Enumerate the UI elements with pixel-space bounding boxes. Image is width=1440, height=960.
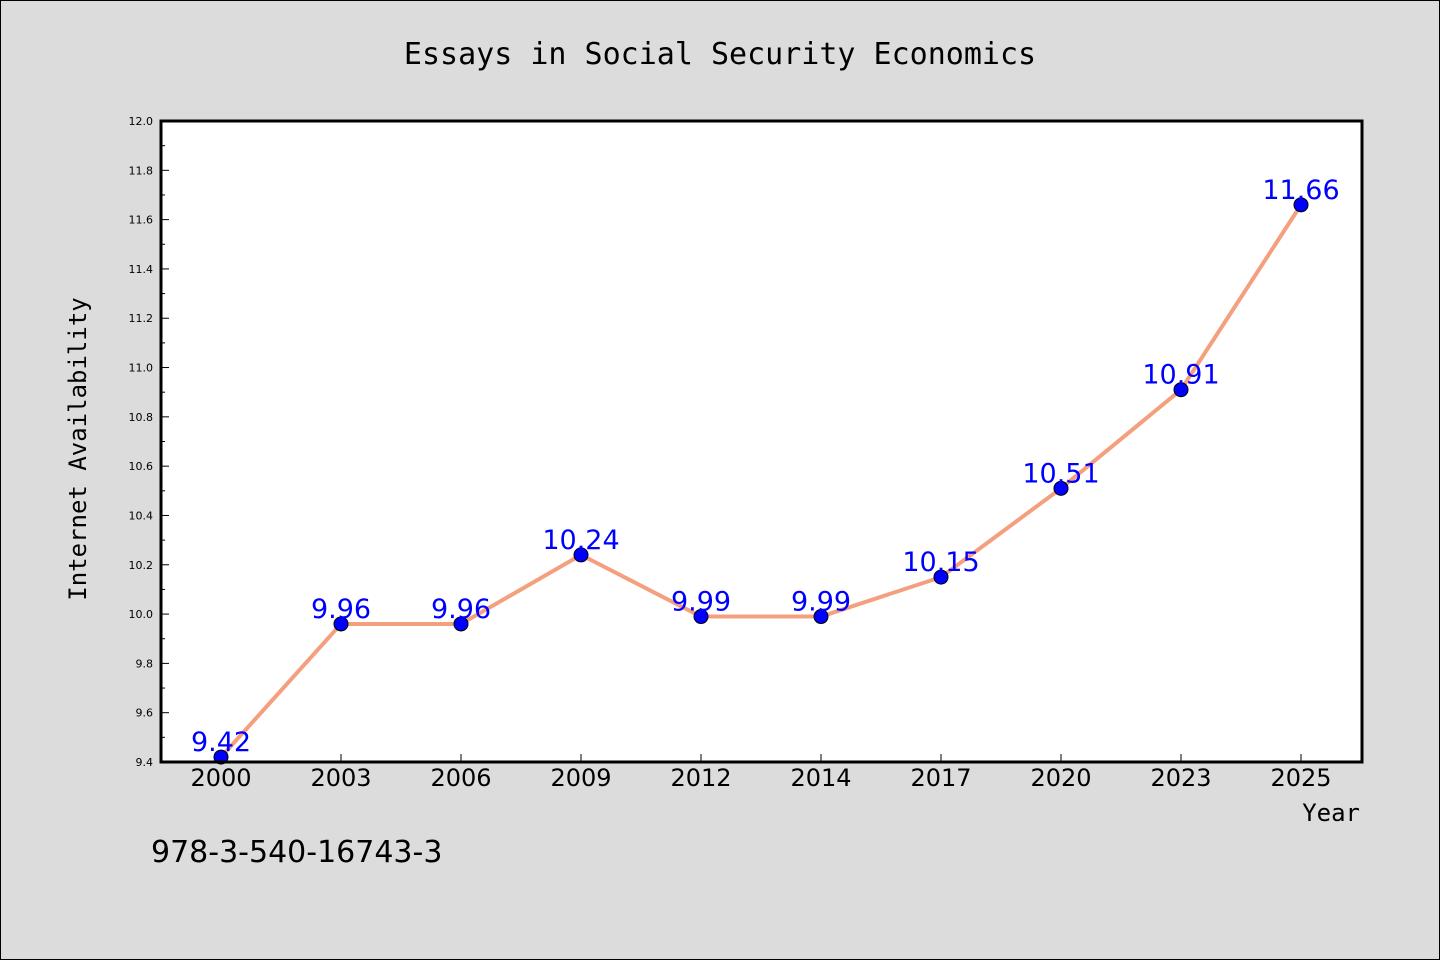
y-tick-label: 11.2 <box>129 312 154 325</box>
data-label: 9.99 <box>791 587 851 618</box>
data-point <box>813 609 829 625</box>
x-tick-label: 2006 <box>430 764 491 792</box>
data-label: 9.96 <box>311 594 371 625</box>
data-point <box>453 616 469 632</box>
data-label: 9.99 <box>671 587 731 618</box>
data-labels: 9.42 9.96 9.96 10.24 9.99 9.99 10.15 10.51 10.91… <box>191 175 1340 758</box>
y-tick-label: 10.4 <box>129 509 154 522</box>
x-tick-label: 2025 <box>1270 764 1331 792</box>
x-axis-label: Year <box>1302 799 1360 827</box>
isbn-text: 978-3-540-16743-3 <box>151 835 443 870</box>
series-markers <box>213 197 1309 765</box>
data-label: 10.51 <box>1022 458 1099 489</box>
x-tick-label: 2000 <box>190 764 251 792</box>
x-tick-label: 2003 <box>310 764 371 792</box>
data-label: 10.24 <box>542 525 619 556</box>
plot-frame <box>159 119 1364 764</box>
x-tick-label: 2020 <box>1030 764 1091 792</box>
plot-area <box>161 121 1362 762</box>
y-tick-label: 11.8 <box>129 164 154 177</box>
y-tick-label: 11.4 <box>129 263 154 276</box>
data-point <box>1293 197 1309 213</box>
y-tick-label: 11.6 <box>129 214 154 227</box>
data-label: 11.66 <box>1262 175 1339 206</box>
x-tick-label: 2014 <box>790 764 851 792</box>
x-tick-label: 2017 <box>910 764 971 792</box>
y-axis: 9.4 9.6 9.8 10.0 10.2 10.4 10.6 10.8 11.0 11.2 11.… <box>129 115 169 769</box>
y-axis-label: Internet Availability <box>64 297 92 600</box>
series-line <box>219 203 1303 759</box>
data-point <box>1173 382 1189 398</box>
data-point <box>1053 480 1069 496</box>
y-tick-label: 10.6 <box>129 460 154 473</box>
data-label: 10.91 <box>1142 360 1219 391</box>
y-tick-label: 10.2 <box>129 559 154 572</box>
y-tick-label: 9.8 <box>136 657 154 670</box>
x-tick-label: 2012 <box>670 764 731 792</box>
x-tick-label: 2009 <box>550 764 611 792</box>
y-tick-label: 10.0 <box>129 608 154 621</box>
y-tick-label: 9.6 <box>136 707 154 720</box>
data-label: 9.42 <box>191 727 251 758</box>
chart-title: Essays in Social Security Economics <box>404 37 1036 72</box>
data-point <box>933 569 949 585</box>
data-label: 9.96 <box>431 594 491 625</box>
y-tick-label: 11.0 <box>129 362 154 375</box>
y-tick-label: 10.8 <box>129 411 154 424</box>
data-point <box>573 547 589 563</box>
data-point <box>333 616 349 632</box>
y-tick-label: 12.0 <box>129 115 154 128</box>
y-tick-label: 9.4 <box>136 756 154 769</box>
data-label: 10.15 <box>902 547 979 578</box>
x-axis: 2000 2003 2006 2009 2012 2014 2017 2020 2023 2025 <box>190 754 1332 792</box>
x-tick-label: 2023 <box>1150 764 1211 792</box>
data-point <box>693 609 709 625</box>
